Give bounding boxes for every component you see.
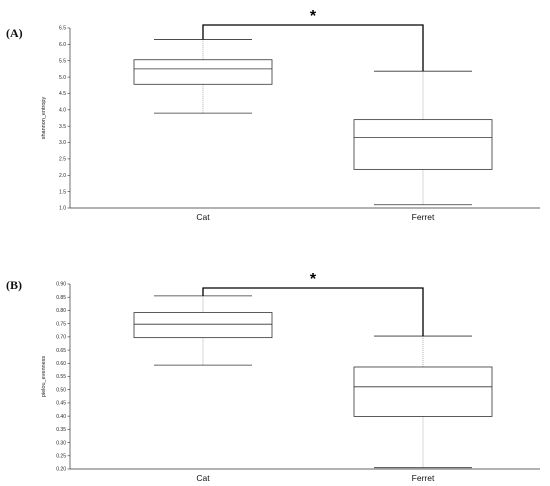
- y-axis-label: shannon_entropy: [41, 97, 47, 140]
- y-tick-label: 0.85: [56, 295, 66, 301]
- x-tick-label-ferret: Ferret: [412, 212, 435, 222]
- x-tick-label-cat: Cat: [196, 473, 210, 483]
- y-tick-label: 4.0: [59, 108, 66, 114]
- significance-marker: *: [310, 8, 317, 25]
- y-tick-label: 0.50: [56, 387, 66, 393]
- y-tick-label: 1.5: [59, 189, 66, 195]
- panel-label-a: (A): [6, 26, 23, 40]
- x-tick-label-cat: Cat: [196, 212, 210, 222]
- significance-bracket: [202, 287, 424, 337]
- y-tick-label: 0.75: [56, 321, 66, 327]
- y-tick-label: 0.90: [56, 282, 66, 288]
- y-tick-label: 0.40: [56, 414, 66, 420]
- box-cat: [133, 312, 273, 339]
- y-tick-label: 0.60: [56, 361, 66, 367]
- y-tick-label: 3.5: [59, 124, 66, 130]
- y-tick-label: 4.5: [59, 91, 66, 97]
- x-tick-label-ferret: Ferret: [412, 473, 435, 483]
- y-tick-label: 0.45: [56, 401, 66, 407]
- y-tick-label: 0.65: [56, 348, 66, 354]
- y-tick-label: 0.70: [56, 335, 66, 341]
- y-tick-label: 5.0: [59, 75, 66, 81]
- y-tick-label: 6.5: [59, 26, 66, 32]
- panel-label-b: (B): [6, 278, 22, 292]
- significance-marker: *: [310, 271, 317, 288]
- box-ferret: [353, 119, 493, 170]
- y-tick-label: 0.80: [56, 308, 66, 314]
- y-tick-label: 6.0: [59, 42, 66, 48]
- y-tick-label: 2.0: [59, 173, 66, 179]
- y-tick-label: 3.0: [59, 140, 66, 146]
- y-tick-label: 0.35: [56, 427, 66, 433]
- box-cat: [133, 59, 273, 85]
- y-tick-label: 2.5: [59, 157, 66, 163]
- significance-bracket: [202, 24, 424, 72]
- y-tick-label: 0.20: [56, 467, 66, 473]
- box-ferret: [353, 366, 493, 417]
- y-tick-label: 0.25: [56, 453, 66, 459]
- y-tick-label: 5.5: [59, 58, 66, 64]
- y-tick-label: 0.30: [56, 440, 66, 446]
- y-tick-label: 0.55: [56, 374, 66, 380]
- y-tick-label: 1.0: [59, 206, 66, 212]
- y-axis-label: pielou_evenness: [41, 356, 47, 398]
